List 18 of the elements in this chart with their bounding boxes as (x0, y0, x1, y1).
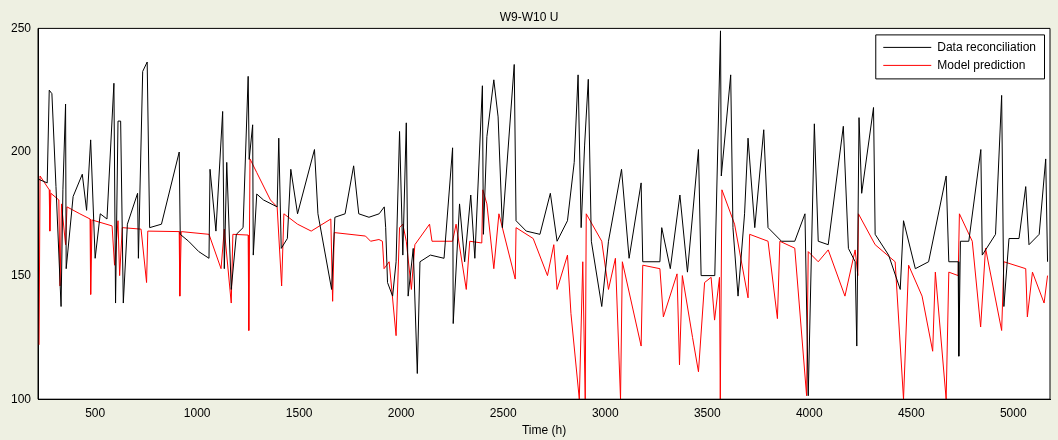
x-tick-label: 1000 (183, 405, 211, 420)
chart-title: W9-W10 U (499, 9, 559, 24)
y-tick-label: 150 (10, 267, 32, 282)
x-tick-label: 2000 (387, 405, 415, 420)
y-tick-label: 250 (10, 20, 32, 35)
x-tick-label: 2500 (489, 405, 517, 420)
x-tick-label: 3500 (693, 405, 721, 420)
y-tick-label: 200 (10, 144, 32, 159)
x-tick-label: 4000 (795, 405, 823, 420)
y-tick-label: 100 (10, 391, 32, 406)
x-tick-label: 1500 (285, 405, 313, 420)
x-axis-title: Time (h) (521, 423, 567, 438)
x-tick-label: 5000 (999, 405, 1027, 420)
x-tick-label: 500 (85, 405, 106, 420)
x-tick-label: 4500 (897, 405, 925, 420)
legend-label: Model prediction (937, 57, 1026, 72)
legend-label: Data reconciliation (937, 39, 1036, 54)
x-tick-label: 3000 (591, 405, 619, 420)
